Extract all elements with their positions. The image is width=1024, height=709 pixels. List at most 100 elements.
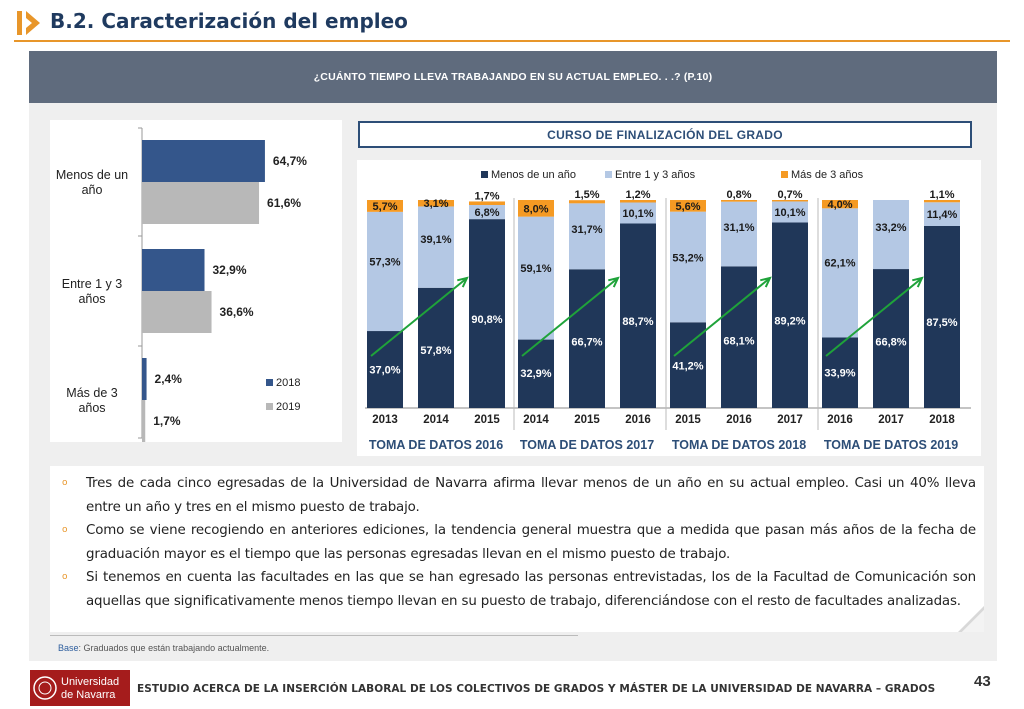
data-label-entre: 59,1% [520, 263, 551, 275]
data-label-entre: 31,7% [571, 224, 602, 236]
data-label-menos: 41,2% [672, 360, 703, 372]
base-note: Base: Graduados que están trabajando act… [58, 643, 269, 653]
bar-2018 [142, 249, 205, 291]
data-label-entre: 53,2% [672, 252, 703, 264]
data-label-menos: 32,9% [520, 368, 551, 380]
data-label-menos: 66,7% [571, 337, 602, 349]
data-label-mas: 0,8% [726, 189, 751, 201]
data-label: 61,6% [267, 196, 301, 210]
category-label: año [82, 183, 103, 197]
data-label-menos: 57,8% [420, 345, 451, 357]
data-label-menos: 87,5% [926, 317, 957, 329]
x-tick-label: 2016 [726, 414, 752, 426]
page-number: 43 [974, 673, 991, 690]
trend-arrow-line [673, 277, 771, 357]
bar-segment-entre-1-y-3-años [873, 200, 909, 270]
data-label-mas: 0,7% [777, 189, 802, 201]
bar-segment-menos-de-un-año [670, 322, 706, 408]
bar-segment-más-de-3-años [721, 200, 757, 202]
data-label-mas: 8,0% [523, 203, 548, 215]
bullet-text: Tres de cada cinco egresadas de la Unive… [86, 476, 976, 515]
bar-segment-más-de-3-años [367, 200, 403, 212]
bullet-dot-icon: o [62, 525, 68, 535]
trend-arrow-head-icon [608, 276, 620, 288]
legend-swatch [266, 403, 273, 410]
data-label-entre: 39,1% [420, 234, 451, 246]
bar-segment-menos-de-un-año [772, 222, 808, 408]
bar-segment-menos-de-un-año [822, 337, 858, 408]
bar-2019 [142, 291, 212, 333]
logo-line-1: Universidad [61, 676, 119, 688]
bar-segment-más-de-3-años [822, 200, 858, 209]
bar-2018 [142, 358, 147, 400]
bar-segment-menos-de-un-año [469, 219, 505, 408]
trend-arrow-head-icon [457, 276, 469, 288]
bar-segment-menos-de-un-año [620, 223, 656, 408]
data-label-mas: 5,6% [675, 201, 700, 213]
bar-segment-entre-1-y-3-años [772, 201, 808, 223]
category-label: Más de 3 [66, 386, 117, 400]
bullet-text: Si tenemos en cuenta las facultades en l… [86, 570, 976, 609]
bar-segment-más-de-3-años [518, 200, 554, 217]
data-label: 2,4% [155, 372, 183, 386]
bar-segment-entre-1-y-3-años [822, 208, 858, 338]
bar-segment-más-de-3-años [772, 200, 808, 202]
bar-segment-entre-1-y-3-años [620, 202, 656, 224]
legend-swatch [605, 171, 612, 178]
bar-segment-entre-1-y-3-años [924, 202, 960, 226]
bar-segment-menos-de-un-año [721, 266, 757, 408]
x-tick-label: 2014 [423, 414, 449, 426]
horizontal-bar-chart-panel: Menos de un año 64,7% 61,6% Entre 1 y 3 años 3… [50, 120, 342, 442]
trend-arrow-line [370, 277, 468, 357]
bar-2019 [142, 182, 260, 224]
x-tick-label: 2013 [372, 414, 398, 426]
bar-2018 [142, 140, 265, 182]
x-tick-label: 2015 [675, 414, 701, 426]
trend-arrow-head-icon [760, 276, 772, 288]
data-label-mas: 1,2% [625, 189, 650, 201]
x-tick-label: 2016 [625, 414, 651, 426]
data-label-mas: 1,5% [574, 189, 599, 201]
data-label-menos: 68,1% [723, 335, 754, 347]
stacked-bar-chart-panel: Menos de un año Entre 1 y 3 años Más de 3 … [357, 160, 981, 456]
bullet-item: o Si tenemos en cuenta las facultades en … [58, 566, 976, 613]
bar-segment-más-de-3-años [670, 200, 706, 212]
bullet-text: Como se viene recogiendo en anteriores e… [86, 523, 976, 562]
data-label-entre: 33,2% [875, 222, 906, 234]
bar-segment-más-de-3-años [469, 201, 505, 205]
course-heading-box: CURSO DE FINALIZACIÓN DEL GRADO [358, 121, 972, 148]
bar-segment-más-de-3-años [418, 200, 454, 207]
page-title: B.2. Caracterización del empleo [50, 9, 408, 33]
bullet-item: o Como se viene recogiendo en anteriores … [58, 519, 976, 566]
university-logo: Universidad de Navarra [30, 670, 130, 706]
trend-arrow-head-icon [912, 276, 924, 288]
legend-label: Entre 1 y 3 años [615, 169, 696, 181]
data-label-mas: 1,1% [929, 189, 954, 201]
footer-text: ESTUDIO ACERCA DE LA INSERCIÓN LABORAL D… [137, 683, 936, 695]
bar-segment-entre-1-y-3-años [670, 211, 706, 323]
category-label: años [78, 401, 105, 415]
group-label: TOMA DE DATOS 2018 [672, 438, 806, 452]
legend-swatch [481, 171, 488, 178]
data-label: 1,7% [153, 414, 181, 428]
data-label-entre: 6,8% [474, 207, 499, 219]
x-tick-label: 2017 [878, 414, 904, 426]
trend-arrow-line [521, 277, 619, 357]
x-tick-label: 2018 [929, 414, 955, 426]
legend-swatch [781, 171, 788, 178]
bullet-item: o Tres de cada cinco egresadas de la Univ… [58, 472, 976, 519]
page-curl-icon [958, 606, 984, 632]
header-divider [14, 40, 1010, 42]
data-label-entre: 10,1% [774, 207, 805, 219]
x-tick-label: 2017 [777, 414, 803, 426]
category-label: Entre 1 y 3 [62, 277, 122, 291]
legend-swatch [266, 379, 273, 386]
question-banner: ¿CUÁNTO TIEMPO LLEVA TRABAJANDO EN SU AC… [29, 51, 997, 103]
x-tick-label: 2014 [523, 414, 549, 426]
data-label-menos: 37,0% [369, 364, 400, 376]
data-label: 64,7% [273, 154, 307, 168]
bar-segment-entre-1-y-3-años [367, 211, 403, 332]
data-label-menos: 90,8% [471, 314, 502, 326]
x-tick-label: 2015 [474, 414, 500, 426]
